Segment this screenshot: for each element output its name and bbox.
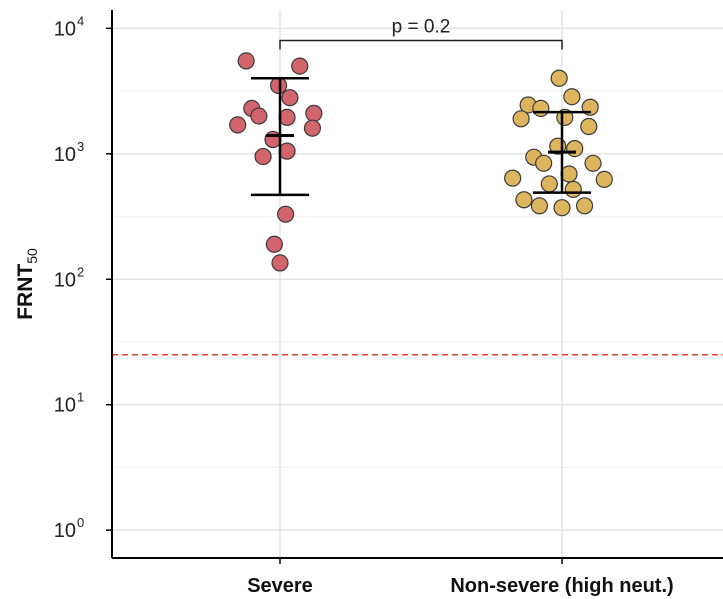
data-point (564, 180, 582, 199)
error-bars (251, 77, 591, 197)
data-point (265, 235, 283, 253)
y-tick-exponent: 0 (77, 515, 84, 530)
data-point (575, 197, 594, 215)
data-point (504, 169, 522, 187)
y-axis-title-subscript: 50 (24, 248, 40, 264)
grid (112, 10, 723, 558)
data-points (229, 52, 613, 272)
p-value-label: p = 0.2 (392, 16, 451, 37)
data-point (291, 57, 309, 75)
comparison-bracket: p = 0.2 (279, 16, 563, 50)
x-ticks: Severe Non-severe (high neut.) (247, 558, 674, 597)
data-point (595, 170, 613, 189)
y-tick-exponent: 1 (77, 390, 84, 405)
data-point (535, 154, 553, 172)
y-tick-label: 10 (54, 520, 76, 542)
y-tick-exponent: 3 (77, 139, 84, 154)
data-point (550, 69, 568, 87)
data-point (281, 89, 299, 107)
data-point (532, 99, 550, 118)
data-point (566, 139, 584, 158)
data-point (303, 119, 322, 137)
data-point (563, 88, 581, 106)
data-point (250, 107, 268, 125)
data-point (515, 191, 533, 209)
data-point (269, 76, 288, 95)
x-tick-label: Severe (247, 575, 313, 597)
data-point (530, 197, 549, 215)
x-tick-label: Non-severe (high neut.) (450, 575, 673, 597)
y-axis-title-main: FRNT (14, 264, 37, 320)
data-point (584, 154, 602, 172)
y-axis-title: FRNT50 (14, 248, 40, 320)
data-point (229, 116, 247, 134)
comparison-bracket-line (279, 39, 563, 50)
y-tick-label: 10 (54, 269, 76, 291)
data-point (277, 205, 295, 223)
y-tick-label: 10 (54, 144, 76, 166)
data-point (580, 117, 598, 136)
data-point (271, 254, 289, 272)
data-point (254, 147, 272, 166)
y-tick-exponent: 2 (77, 264, 84, 279)
y-tick-label: 10 (54, 395, 76, 417)
data-point (264, 130, 282, 149)
data-point (540, 175, 558, 193)
data-point (278, 142, 296, 160)
data-point (237, 52, 255, 70)
data-point (278, 108, 296, 127)
data-point (553, 199, 571, 217)
y-tick-label: 10 (54, 18, 76, 40)
axes (111, 10, 723, 559)
y-tick-exponent: 4 (77, 13, 84, 28)
data-point (305, 104, 323, 122)
data-point (512, 110, 530, 128)
data-point (560, 165, 578, 183)
